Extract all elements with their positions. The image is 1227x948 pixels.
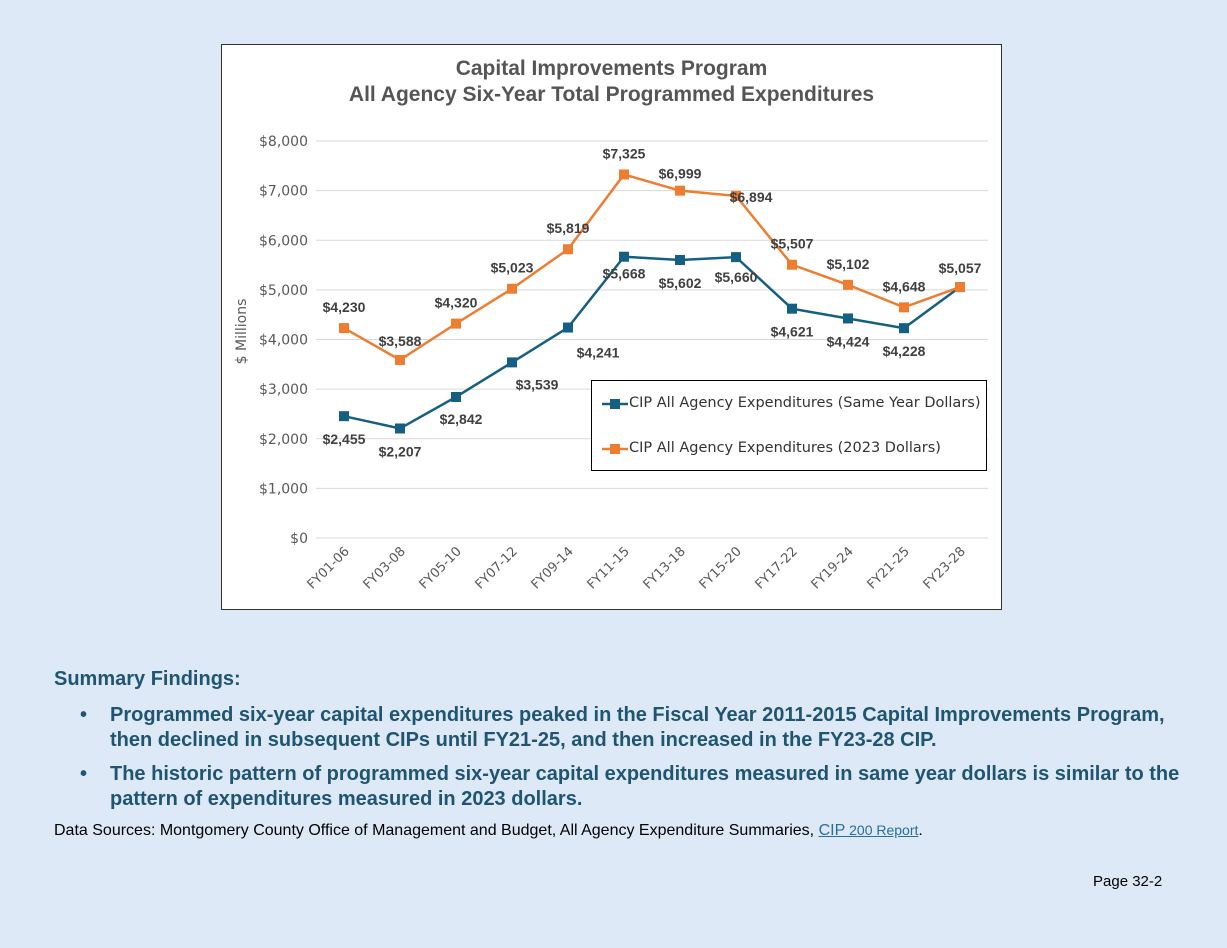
data-point-2023 xyxy=(955,282,965,293)
data-label: $7,325 xyxy=(603,145,646,161)
summary-bullets: • Programmed six-year capital expenditure… xyxy=(80,703,1180,821)
y-tick-label: $0 xyxy=(290,531,308,547)
data-label: $5,507 xyxy=(771,236,814,252)
y-tick-label: $5,000 xyxy=(259,283,308,299)
series-line-same-year xyxy=(343,255,961,430)
data-point-same-year xyxy=(339,411,349,422)
legend-label-2023: CIP All Agency Expenditures (2023 Dollar… xyxy=(629,440,941,456)
data-point-2023 xyxy=(395,354,405,365)
y-tick-label: $7,000 xyxy=(259,184,308,200)
summary-heading: Summary Findings: xyxy=(54,668,241,690)
chart-legend: CIP All Agency Expenditures (Same Year D… xyxy=(591,380,987,471)
data-point-2023 xyxy=(675,185,685,196)
data-point-same-year xyxy=(787,303,797,314)
data-point-same-year xyxy=(563,322,573,333)
x-tick-label: FY09-14 xyxy=(529,544,577,592)
summary-bullet-text: The historic pattern of programmed six-y… xyxy=(110,763,1180,810)
chart-title: Capital Improvements Program xyxy=(455,57,768,80)
line-chart: $0 $1,000 $2,000 $3,000 $4,000 $5,000 $6,000 $7… xyxy=(234,134,988,592)
chart-container: Capital Improvements Program All Agency … xyxy=(221,44,1002,610)
summary-bullet-text: Programmed six-year capital expenditures… xyxy=(110,704,1165,751)
x-tick-label: FY15-20 xyxy=(697,544,745,592)
data-point-2023 xyxy=(843,279,853,290)
data-label: $4,320 xyxy=(435,295,478,311)
data-point-same-year xyxy=(451,391,461,402)
y-tick-label: $2,000 xyxy=(259,432,308,448)
data-point-same-year xyxy=(843,313,853,324)
x-tick-label: FY07-12 xyxy=(473,544,521,592)
x-tick-label: FY21-25 xyxy=(865,544,913,592)
data-point-same-year xyxy=(619,251,629,262)
sources-text: Data Sources: Montgomery County Office o… xyxy=(54,822,819,839)
data-label: $4,230 xyxy=(323,299,366,315)
cip-200-report-link[interactable]: CIP 200 Report xyxy=(819,822,919,839)
series-line-2023 xyxy=(343,173,961,362)
data-label: $4,648 xyxy=(883,278,926,294)
data-label: $5,602 xyxy=(659,275,702,291)
data-label: $5,819 xyxy=(547,220,590,236)
data-label: $3,539 xyxy=(516,376,559,392)
data-label: $6,999 xyxy=(659,166,702,182)
data-point-2023 xyxy=(563,244,573,255)
data-point-2023 xyxy=(899,302,909,313)
y-tick-label: $3,000 xyxy=(259,382,308,398)
data-label: $4,228 xyxy=(883,343,926,359)
data-point-same-year xyxy=(507,357,517,368)
data-label: $3,588 xyxy=(379,333,422,349)
data-label: $5,660 xyxy=(715,269,758,285)
data-label: $4,424 xyxy=(827,333,870,349)
y-tick-label: $6,000 xyxy=(259,233,308,249)
data-label: $2,842 xyxy=(440,411,483,427)
data-point-same-year xyxy=(395,423,405,434)
x-tick-label: FY05-10 xyxy=(417,544,465,592)
data-point-2023 xyxy=(787,259,797,270)
data-point-2023 xyxy=(731,190,741,201)
data-label: $4,241 xyxy=(577,345,620,361)
data-point-2023 xyxy=(339,323,349,334)
x-tick-label: FY23-28 xyxy=(921,544,969,592)
sources-suffix: . xyxy=(918,822,923,839)
data-label: $6,894 xyxy=(730,189,773,205)
data-point-2023 xyxy=(451,318,461,329)
summary-bullet: • The historic pattern of programmed six-… xyxy=(80,762,1180,812)
chart-subtitle: All Agency Six-Year Total Programmed Exp… xyxy=(348,83,875,106)
x-tick-label: FY03-08 xyxy=(361,544,409,592)
y-tick-label: $8,000 xyxy=(259,134,308,150)
data-label: $5,668 xyxy=(603,266,646,282)
data-point-2023 xyxy=(507,283,517,294)
x-tick-label: FY01-06 xyxy=(305,544,353,592)
data-label: $5,057 xyxy=(939,260,982,276)
y-axis-label: $ Millions xyxy=(234,299,250,365)
link-text-small: 200 Report xyxy=(845,822,919,838)
data-label: $2,455 xyxy=(323,431,366,447)
x-tick-label: FY13-18 xyxy=(641,544,689,592)
data-label: $4,621 xyxy=(771,324,814,340)
summary-bullet: • Programmed six-year capital expenditure… xyxy=(80,703,1180,753)
legend-swatch-2023 xyxy=(602,444,628,454)
page-number: Page 32-2 xyxy=(1093,873,1163,890)
legend-label-same-year: CIP All Agency Expenditures (Same Year D… xyxy=(629,395,981,411)
y-tick-label: $1,000 xyxy=(259,481,308,497)
bullet-dot: • xyxy=(80,763,88,785)
data-point-2023 xyxy=(619,169,629,180)
data-sources: Data Sources: Montgomery County Office o… xyxy=(54,822,923,840)
x-tick-label: FY11-15 xyxy=(585,544,633,592)
x-tick-label: FY19-24 xyxy=(809,544,857,592)
bullet-dot: • xyxy=(80,704,88,726)
data-point-same-year xyxy=(731,252,741,263)
x-tick-label: FY17-22 xyxy=(753,544,801,592)
data-label: $5,102 xyxy=(827,256,870,272)
data-label: $5,023 xyxy=(491,260,534,276)
link-text-main: CIP xyxy=(818,822,846,839)
legend-swatch-same-year xyxy=(602,399,628,409)
data-point-same-year xyxy=(899,323,909,334)
data-point-same-year xyxy=(675,255,685,266)
y-tick-label: $4,000 xyxy=(259,333,308,349)
data-label: $2,207 xyxy=(379,443,422,459)
